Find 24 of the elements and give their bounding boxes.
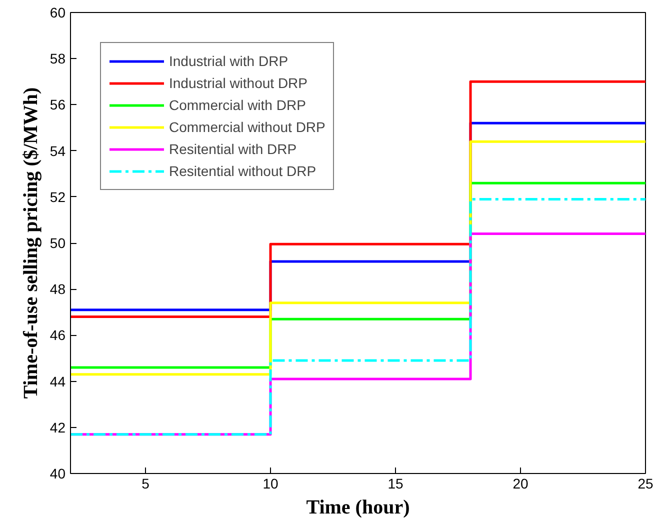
legend-label: Industrial without DRP xyxy=(169,74,308,92)
y-tick-label: 54 xyxy=(50,142,66,159)
y-tick-label: 42 xyxy=(50,419,66,436)
y-tick-label: 56 xyxy=(50,96,66,113)
y-tick-label: 44 xyxy=(50,373,66,390)
x-tick-label: 10 xyxy=(262,476,278,492)
legend-label: Commercial with DRP xyxy=(169,96,306,114)
x-tick-label: 5 xyxy=(142,476,150,492)
legend-label: Resitential with DRP xyxy=(169,140,297,158)
y-tick-label: 40 xyxy=(50,466,66,482)
y-tick-label: 58 xyxy=(50,50,66,67)
y-axis-title: Time-of-use selling pricing ($/MWh) xyxy=(20,87,42,399)
y-tick-label: 50 xyxy=(50,235,66,251)
legend-label: Commercial without DRP xyxy=(169,118,326,136)
y-tick-label: 60 xyxy=(50,4,66,20)
y-tick-label: 48 xyxy=(50,281,66,298)
x-axis-title: Time (hour) xyxy=(306,496,410,518)
x-tick-label: 25 xyxy=(638,476,654,492)
legend-label: Resitential without DRP xyxy=(169,162,316,180)
y-tick-label: 46 xyxy=(50,327,66,344)
x-tick-label: 15 xyxy=(388,476,404,492)
x-tick-label: 20 xyxy=(512,476,528,492)
legend-label: Industrial with DRP xyxy=(169,52,288,70)
y-tick-label: 52 xyxy=(50,188,66,205)
